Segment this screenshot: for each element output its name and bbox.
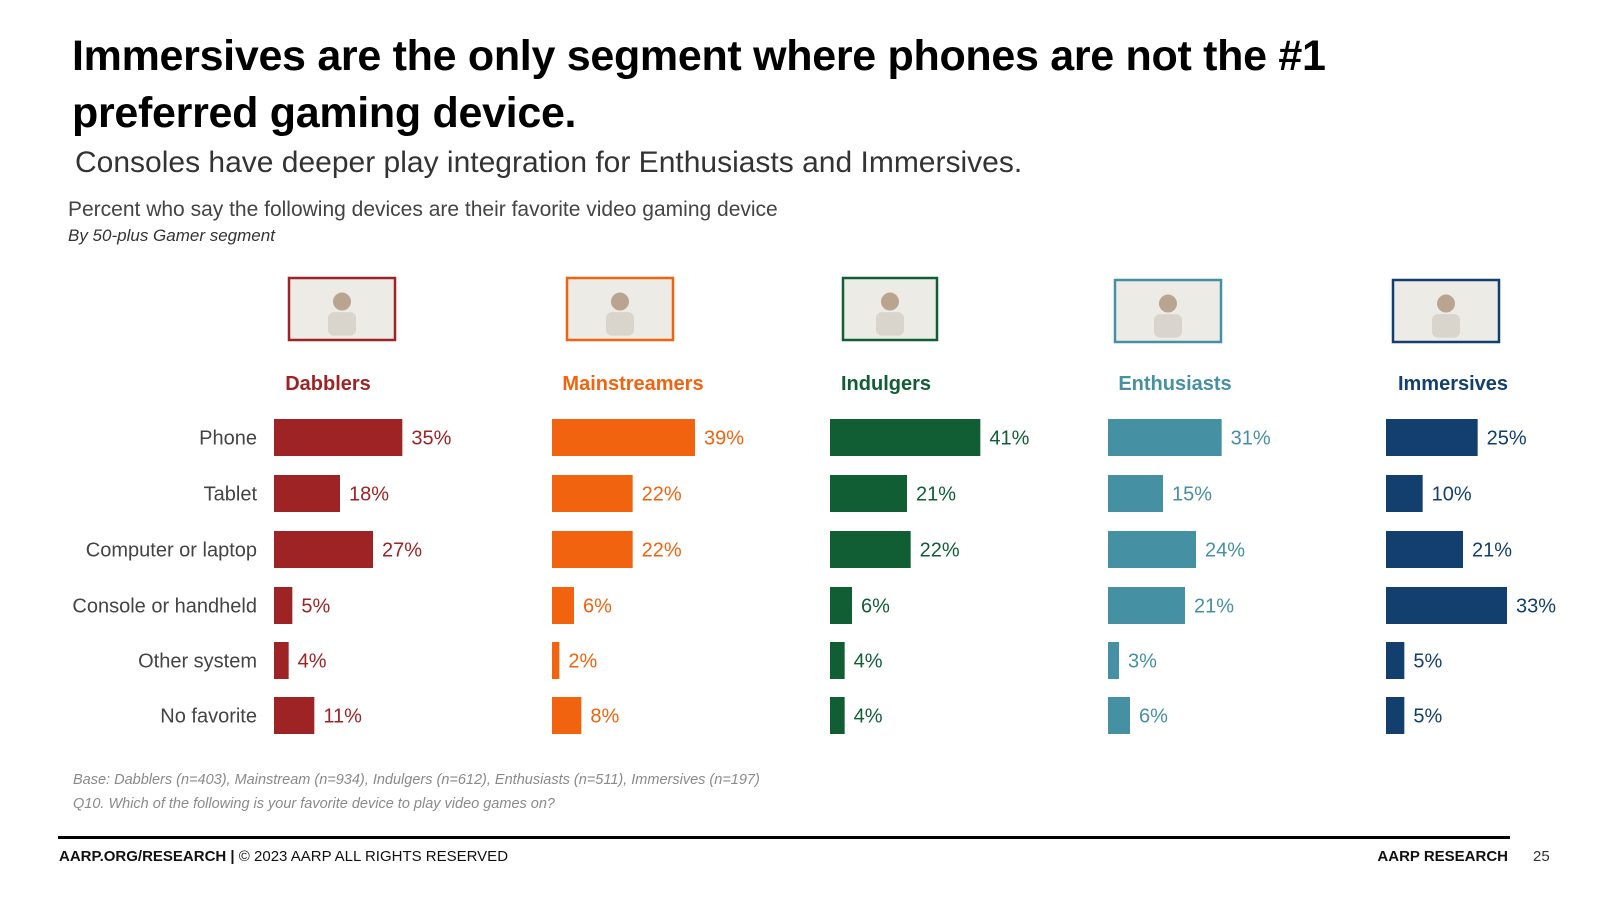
segment-label: Indulgers bbox=[841, 373, 931, 395]
chart-title: Percent who say the following devices ar… bbox=[68, 198, 778, 221]
data-label: 25% bbox=[1487, 428, 1527, 450]
bar bbox=[830, 587, 852, 624]
data-label: 35% bbox=[411, 428, 451, 450]
data-label: 22% bbox=[642, 484, 682, 506]
data-label: 4% bbox=[854, 651, 883, 673]
data-label: 6% bbox=[583, 596, 612, 618]
bar bbox=[274, 419, 403, 456]
data-label: 6% bbox=[861, 596, 890, 618]
category-label: Computer or laptop bbox=[86, 540, 257, 562]
bar bbox=[274, 587, 293, 624]
segment-label: Enthusiasts bbox=[1118, 373, 1231, 395]
person-body-icon bbox=[328, 312, 356, 336]
data-label: 15% bbox=[1172, 484, 1212, 506]
page-title: Immersives are the only segment where ph… bbox=[72, 32, 1326, 137]
bar bbox=[1108, 419, 1222, 456]
data-label: 4% bbox=[298, 651, 327, 673]
bar bbox=[552, 531, 633, 568]
bar bbox=[552, 697, 582, 734]
data-label: 5% bbox=[1413, 706, 1442, 728]
bar bbox=[1386, 697, 1405, 734]
bar bbox=[1386, 419, 1478, 456]
bar bbox=[830, 642, 845, 679]
page-number: 25 bbox=[1533, 848, 1550, 865]
page-subtitle: Consoles have deeper play integration fo… bbox=[75, 146, 1023, 179]
data-label: 5% bbox=[1413, 651, 1442, 673]
footnote-question: Q10. Which of the following is your favo… bbox=[73, 796, 555, 812]
person-head-icon bbox=[881, 292, 899, 311]
segment-label: Immersives bbox=[1398, 373, 1508, 395]
bar bbox=[1386, 475, 1423, 512]
data-label: 2% bbox=[568, 651, 597, 673]
bar bbox=[1386, 642, 1405, 679]
category-label: Console or handheld bbox=[72, 596, 257, 618]
data-label: 10% bbox=[1432, 484, 1472, 506]
data-label: 5% bbox=[301, 596, 330, 618]
footer-brand: AARP RESEARCH bbox=[1377, 848, 1508, 865]
segment-label: Mainstreamers bbox=[562, 373, 703, 395]
category-label: Phone bbox=[199, 428, 257, 450]
bar bbox=[830, 531, 911, 568]
data-label: 27% bbox=[382, 540, 422, 562]
category-label: Tablet bbox=[204, 484, 258, 506]
data-label: 22% bbox=[920, 540, 960, 562]
segment-label: Dabblers bbox=[285, 373, 371, 395]
category-label: Other system bbox=[138, 651, 257, 673]
chart-subtitle: By 50-plus Gamer segment bbox=[68, 226, 275, 245]
bar bbox=[274, 642, 289, 679]
bar bbox=[1386, 587, 1507, 624]
data-label: 21% bbox=[1472, 540, 1512, 562]
person-body-icon bbox=[876, 312, 904, 336]
bar bbox=[830, 419, 981, 456]
data-label: 33% bbox=[1516, 596, 1556, 618]
bar bbox=[274, 475, 340, 512]
footer-site-link[interactable]: AARP.ORG/RESEARCH | bbox=[59, 848, 235, 865]
bar bbox=[274, 531, 373, 568]
data-label: 11% bbox=[323, 706, 362, 728]
footer-copyright: © 2023 AARP ALL RIGHTS RESERVED bbox=[234, 848, 509, 865]
bar bbox=[552, 419, 695, 456]
person-head-icon bbox=[611, 292, 629, 311]
bar bbox=[830, 697, 845, 734]
person-head-icon bbox=[333, 292, 351, 311]
footnote-base: Base: Dabblers (n=403), Mainstream (n=93… bbox=[73, 772, 760, 788]
data-label: 6% bbox=[1139, 706, 1168, 728]
person-head-icon bbox=[1437, 294, 1455, 313]
data-label: 22% bbox=[642, 540, 682, 562]
person-head-icon bbox=[1159, 294, 1177, 313]
bar bbox=[1108, 642, 1119, 679]
bar bbox=[552, 642, 560, 679]
footer-left: AARP.ORG/RESEARCH | © 2023 AARP ALL RIGH… bbox=[59, 848, 508, 865]
data-label: 31% bbox=[1231, 428, 1271, 450]
bar bbox=[1108, 697, 1130, 734]
data-label: 21% bbox=[916, 484, 956, 506]
data-label: 41% bbox=[989, 428, 1029, 450]
bar bbox=[1108, 475, 1163, 512]
person-body-icon bbox=[606, 312, 634, 336]
data-label: 21% bbox=[1194, 596, 1234, 618]
data-label: 18% bbox=[349, 484, 389, 506]
data-label: 24% bbox=[1205, 540, 1245, 562]
footer-divider bbox=[58, 836, 1510, 839]
bar bbox=[1108, 531, 1196, 568]
bar-chart: Phone Tablet Computer or laptop Console or … bbox=[72, 276, 1556, 734]
bar bbox=[830, 475, 907, 512]
bar bbox=[1386, 531, 1463, 568]
data-label: 3% bbox=[1128, 651, 1157, 673]
person-body-icon bbox=[1154, 314, 1182, 338]
bar bbox=[552, 587, 574, 624]
data-label: 8% bbox=[590, 706, 619, 728]
bar bbox=[1108, 587, 1185, 624]
data-label: 39% bbox=[704, 428, 744, 450]
data-label: 4% bbox=[854, 706, 883, 728]
category-label: No favorite bbox=[160, 706, 257, 728]
footnotes: Base: Dabblers (n=403), Mainstream (n=93… bbox=[73, 768, 760, 816]
bar bbox=[552, 475, 633, 512]
bar bbox=[274, 697, 315, 734]
person-body-icon bbox=[1432, 314, 1460, 338]
